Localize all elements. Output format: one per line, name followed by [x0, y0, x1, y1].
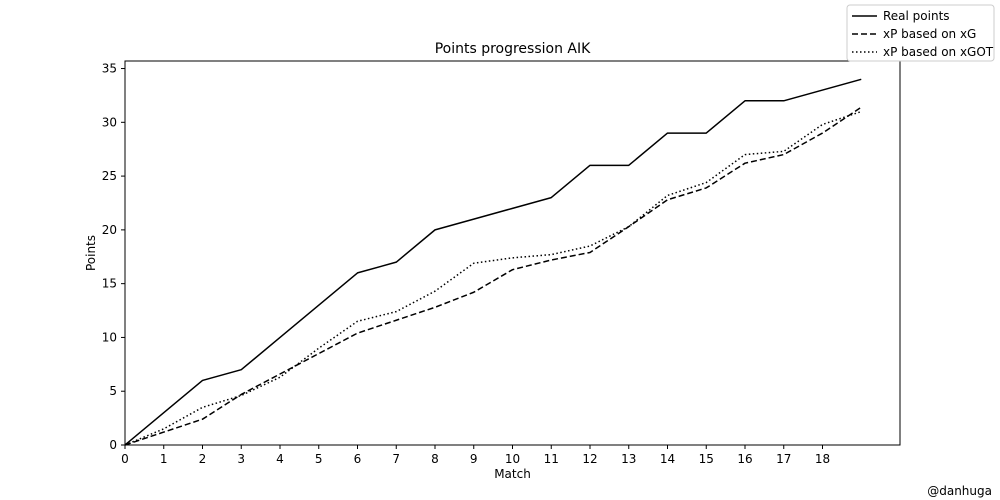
y-tick-label: 30 — [102, 115, 117, 129]
y-tick-label: 15 — [102, 277, 117, 291]
x-tick-label: 8 — [431, 452, 439, 466]
y-axis-ticks: 0 5 10 15 20 25 30 35 — [102, 62, 125, 452]
y-tick-label: 0 — [109, 438, 117, 452]
y-tick-label: 5 — [109, 384, 117, 398]
y-axis-title: Points — [84, 235, 98, 271]
y-tick-label: 20 — [102, 223, 117, 237]
x-tick-label: 11 — [544, 452, 559, 466]
x-tick-label: 17 — [776, 452, 791, 466]
x-tick-label: 15 — [699, 452, 714, 466]
x-tick-label: 2 — [199, 452, 207, 466]
x-tick-label: 9 — [470, 452, 478, 466]
series-line-0 — [124, 78, 862, 446]
x-tick-label: 0 — [121, 452, 129, 466]
x-tick-label: 10 — [505, 452, 520, 466]
legend: Real points xP based on xG xP based on xGO… — [846, 4, 995, 62]
y-tick-label: 25 — [102, 169, 117, 183]
series-lines — [124, 78, 862, 446]
x-tick-label: 16 — [737, 452, 752, 466]
x-tick-label: 18 — [815, 452, 830, 466]
x-axis-ticks: 0 1 2 3 4 5 6 7 8 9 10 11 12 13 14 15 16 17 18 — [121, 445, 830, 466]
legend-label: Real points — [883, 9, 950, 23]
series-line-1 — [124, 106, 862, 446]
x-tick-label: 3 — [237, 452, 245, 466]
x-axis-title: Match — [494, 467, 531, 481]
legend-label: xP based on xGOT — [883, 45, 994, 59]
x-tick-label: 5 — [315, 452, 323, 466]
x-tick-label: 4 — [276, 452, 284, 466]
legend-box — [846, 4, 995, 62]
x-tick-label: 1 — [160, 452, 168, 466]
x-tick-label: 14 — [660, 452, 675, 466]
x-tick-label: 6 — [354, 452, 362, 466]
plot-area-frame — [124, 60, 901, 446]
series-line-2 — [124, 110, 862, 446]
chart-title: Points progression AIK — [435, 41, 591, 57]
x-tick-label: 13 — [621, 452, 636, 466]
author-credit: @danhuga — [927, 484, 992, 498]
x-tick-label: 12 — [582, 452, 597, 466]
x-tick-label: 7 — [392, 452, 400, 466]
y-tick-label: 10 — [102, 330, 117, 344]
y-tick-label: 35 — [102, 62, 117, 76]
legend-label: xP based on xG — [883, 27, 976, 41]
